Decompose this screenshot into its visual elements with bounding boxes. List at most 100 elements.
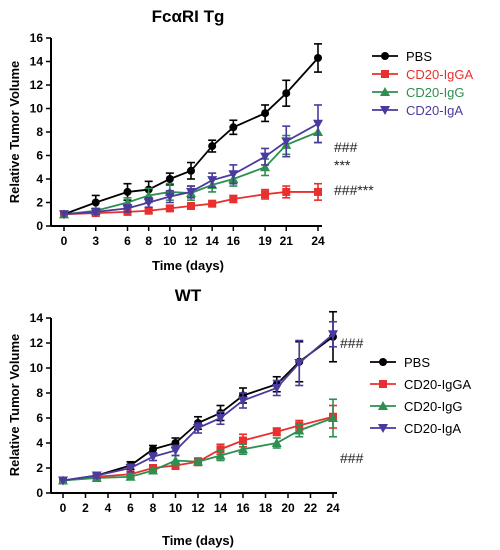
data-point bbox=[379, 358, 387, 366]
y-tick-label: 12 bbox=[30, 78, 44, 92]
data-point bbox=[208, 142, 217, 151]
data-point bbox=[170, 455, 181, 465]
data-point bbox=[187, 202, 195, 211]
data-point bbox=[216, 445, 225, 454]
data-point bbox=[215, 414, 226, 423]
data-point bbox=[170, 446, 181, 456]
data-point bbox=[58, 476, 68, 486]
data-point bbox=[238, 396, 248, 406]
data-point bbox=[207, 176, 218, 186]
data-point bbox=[59, 210, 69, 220]
data-point bbox=[380, 106, 390, 115]
data-point bbox=[282, 187, 291, 196]
data-point bbox=[239, 436, 247, 445]
data-point bbox=[164, 192, 175, 202]
x-axis-title: Time (days) bbox=[162, 533, 234, 548]
data-point bbox=[260, 152, 271, 162]
data-point bbox=[381, 70, 389, 78]
legend-label: PBS bbox=[406, 49, 432, 64]
x-tick-label: 14 bbox=[205, 234, 219, 248]
data-point bbox=[148, 452, 158, 462]
data-point bbox=[215, 450, 226, 460]
data-point bbox=[380, 87, 390, 96]
series-cd20-iga bbox=[58, 320, 338, 486]
y-tick-label: 10 bbox=[30, 361, 44, 375]
data-point bbox=[328, 413, 338, 422]
annotation-label: ### bbox=[334, 139, 358, 155]
y-tick-label: 14 bbox=[30, 55, 44, 69]
data-point bbox=[228, 170, 239, 180]
x-tick-label: 18 bbox=[259, 501, 273, 515]
data-point bbox=[187, 166, 195, 175]
data-point bbox=[229, 123, 238, 132]
annotation-label: ### bbox=[340, 450, 364, 466]
chart-wt: WT Relative Tumor Volume Time (days) 024… bbox=[7, 286, 472, 548]
legend-label: CD20-IgG bbox=[404, 399, 463, 414]
data-point bbox=[261, 109, 270, 118]
x-tick-label: 24 bbox=[326, 501, 340, 515]
legend-label: CD20-IgGA bbox=[404, 377, 472, 392]
data-point bbox=[123, 187, 132, 196]
data-point bbox=[238, 444, 248, 454]
data-point bbox=[165, 175, 174, 183]
data-point bbox=[271, 438, 282, 447]
data-point bbox=[271, 384, 282, 393]
x-tick-label: 12 bbox=[191, 501, 205, 515]
data-point bbox=[272, 427, 281, 436]
y-tick-label: 10 bbox=[30, 102, 44, 116]
data-point bbox=[165, 204, 174, 213]
series-pbs bbox=[60, 43, 322, 219]
x-tick-label: 0 bbox=[61, 234, 68, 248]
x-tick-label: 8 bbox=[145, 234, 152, 248]
x-tick-label: 10 bbox=[163, 234, 177, 248]
x-axis-title: Time (days) bbox=[152, 258, 224, 273]
data-point bbox=[90, 207, 101, 217]
y-tick-label: 4 bbox=[36, 172, 43, 186]
y-tick-label: 12 bbox=[30, 336, 44, 350]
y-tick-label: 0 bbox=[36, 219, 43, 233]
data-point bbox=[125, 464, 136, 473]
data-point bbox=[313, 119, 323, 129]
y-tick-label: 4 bbox=[36, 436, 43, 450]
data-point bbox=[144, 206, 153, 215]
legend-label: CD20-IgG bbox=[406, 85, 465, 100]
y-tick-label: 14 bbox=[30, 311, 44, 325]
chart-fcari-tg: FcαRI Tg Relative Tumor Volume Time (day… bbox=[7, 7, 474, 273]
y-tick-label: 8 bbox=[36, 386, 43, 400]
data-point bbox=[193, 424, 203, 433]
data-point bbox=[91, 198, 100, 207]
annotation-label: *** bbox=[334, 157, 351, 173]
data-point bbox=[261, 190, 270, 199]
data-point bbox=[314, 53, 322, 62]
x-tick-label: 24 bbox=[311, 234, 325, 248]
data-point bbox=[193, 456, 203, 466]
data-point bbox=[143, 198, 154, 208]
x-tick-label: 20 bbox=[281, 501, 295, 515]
x-tick-label: 22 bbox=[304, 501, 318, 515]
data-point bbox=[260, 162, 271, 172]
x-tick-label: 16 bbox=[227, 234, 241, 248]
x-tick-label: 4 bbox=[105, 501, 112, 515]
y-axis-title: Relative Tumor Volume bbox=[7, 334, 22, 477]
data-point bbox=[186, 187, 196, 197]
data-point bbox=[328, 330, 338, 340]
x-tick-label: 3 bbox=[92, 234, 99, 248]
y-tick-label: 6 bbox=[36, 411, 43, 425]
x-tick-label: 14 bbox=[214, 501, 228, 515]
data-point bbox=[381, 52, 389, 60]
legend-label: CD20-IgGA bbox=[406, 67, 474, 82]
legend-label: PBS bbox=[404, 355, 430, 370]
x-tick-label: 8 bbox=[150, 501, 157, 515]
data-point bbox=[91, 471, 102, 481]
y-tick-label: 2 bbox=[36, 196, 43, 210]
data-point bbox=[314, 187, 322, 196]
x-tick-label: 6 bbox=[127, 501, 134, 515]
data-point bbox=[149, 445, 157, 454]
data-point bbox=[294, 425, 305, 435]
chart-title: FcαRI Tg bbox=[152, 7, 225, 26]
y-tick-label: 16 bbox=[30, 31, 44, 45]
x-tick-label: 0 bbox=[60, 501, 67, 515]
x-tick-label: 21 bbox=[280, 234, 294, 248]
